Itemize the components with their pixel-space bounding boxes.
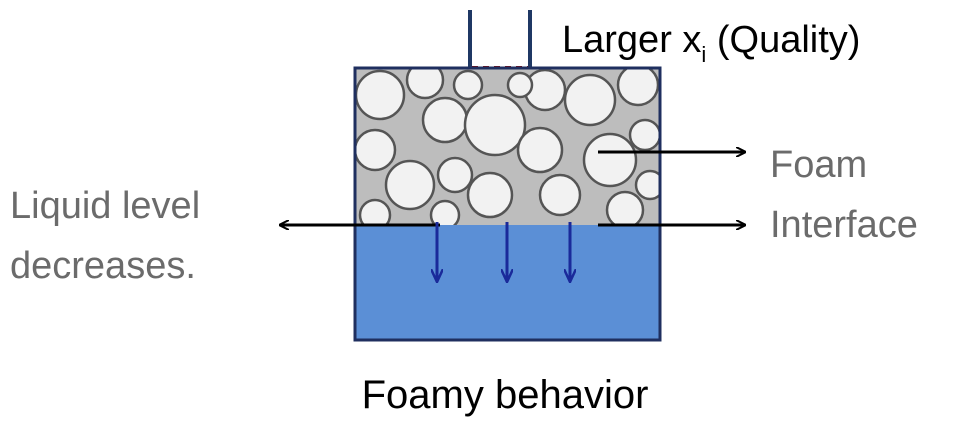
bubble [565,75,615,125]
bubble [465,95,525,155]
bubble [607,192,643,228]
bubble [618,65,658,105]
interface-label: Interface [770,204,918,246]
bubble [540,175,580,215]
bubble [355,130,395,170]
bubble [454,71,482,99]
bubble [386,161,434,209]
diagram: Larger xi (Quality) Foam Interface Liqui… [0,0,960,422]
liquid-label: Liquid level [10,185,200,227]
bubble [423,98,467,142]
quality-text: Larger x [562,19,701,61]
bubble [356,71,404,119]
page: {"labels": { "quality": {"text": "Larger… [0,0,960,422]
bubble [584,134,636,186]
caption: Foamy behavior [362,373,649,417]
quality-label: Larger xi (Quality) [562,19,860,67]
foam-region [355,62,664,230]
bubble [468,173,512,217]
liquid-label: decreases. [10,245,196,287]
bubble [630,120,660,150]
bubble [518,128,562,172]
foam-label: Foam [770,144,867,186]
bubble [438,158,472,192]
quality-suffix: (Quality) [706,19,860,61]
bubble [508,73,532,97]
